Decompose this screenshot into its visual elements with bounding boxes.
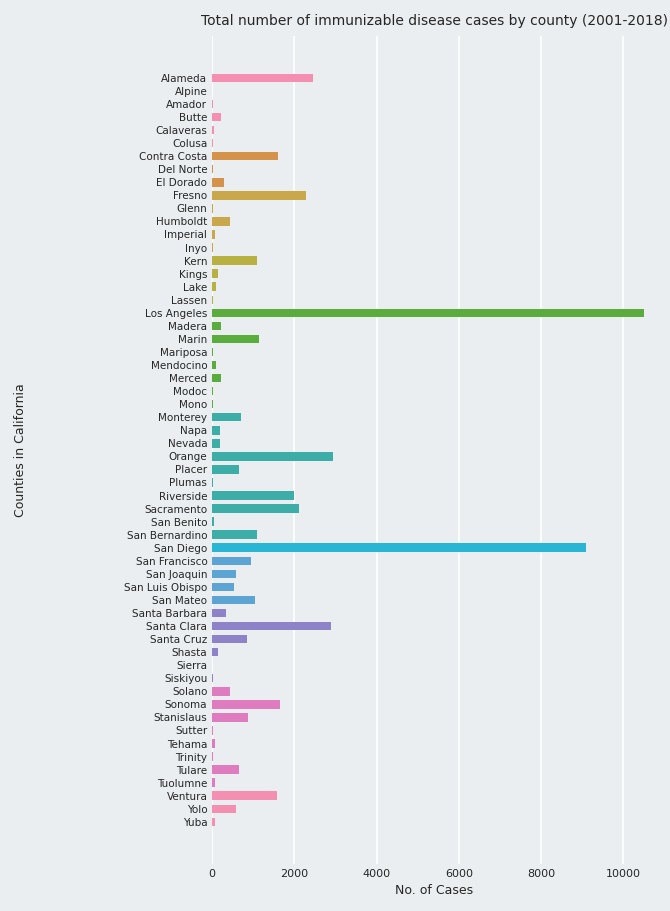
Bar bbox=[212, 687, 230, 696]
Bar bbox=[212, 178, 224, 187]
Bar bbox=[212, 413, 241, 422]
Bar bbox=[212, 583, 234, 591]
Bar bbox=[212, 217, 230, 226]
Bar bbox=[212, 374, 221, 383]
Bar bbox=[212, 361, 216, 369]
Bar bbox=[212, 622, 330, 630]
Bar bbox=[212, 739, 215, 748]
Bar bbox=[212, 674, 213, 682]
Bar bbox=[212, 452, 334, 461]
Bar bbox=[212, 74, 313, 82]
Bar bbox=[212, 505, 299, 513]
Bar bbox=[212, 282, 216, 291]
Bar bbox=[212, 530, 257, 539]
Bar bbox=[212, 557, 251, 565]
Bar bbox=[212, 648, 218, 657]
Bar bbox=[212, 191, 306, 200]
Bar bbox=[212, 491, 293, 500]
Bar bbox=[212, 126, 214, 134]
X-axis label: No. of Cases: No. of Cases bbox=[395, 884, 473, 897]
Bar bbox=[212, 778, 215, 787]
Title: Total number of immunizable disease cases by county (2001-2018): Total number of immunizable disease case… bbox=[201, 14, 668, 28]
Bar bbox=[212, 270, 218, 278]
Bar bbox=[212, 426, 220, 435]
Bar bbox=[212, 400, 213, 408]
Bar bbox=[212, 804, 236, 813]
Bar bbox=[212, 230, 215, 239]
Bar bbox=[212, 596, 255, 604]
Bar bbox=[212, 113, 221, 121]
Bar bbox=[212, 765, 239, 773]
Bar bbox=[212, 635, 247, 643]
Bar bbox=[212, 726, 213, 734]
Bar bbox=[212, 609, 226, 618]
Bar bbox=[212, 569, 236, 578]
Y-axis label: Counties in California: Counties in California bbox=[14, 383, 27, 517]
Bar bbox=[212, 517, 214, 526]
Bar bbox=[212, 713, 249, 722]
Bar bbox=[212, 817, 215, 826]
Bar bbox=[212, 99, 214, 108]
Bar bbox=[212, 334, 259, 343]
Bar bbox=[212, 309, 644, 317]
Bar bbox=[212, 152, 278, 160]
Bar bbox=[212, 256, 257, 265]
Bar bbox=[212, 322, 221, 330]
Bar bbox=[212, 243, 213, 251]
Bar bbox=[212, 466, 239, 474]
Bar bbox=[212, 439, 220, 447]
Bar bbox=[212, 701, 279, 709]
Bar bbox=[212, 544, 586, 552]
Bar bbox=[212, 792, 277, 800]
